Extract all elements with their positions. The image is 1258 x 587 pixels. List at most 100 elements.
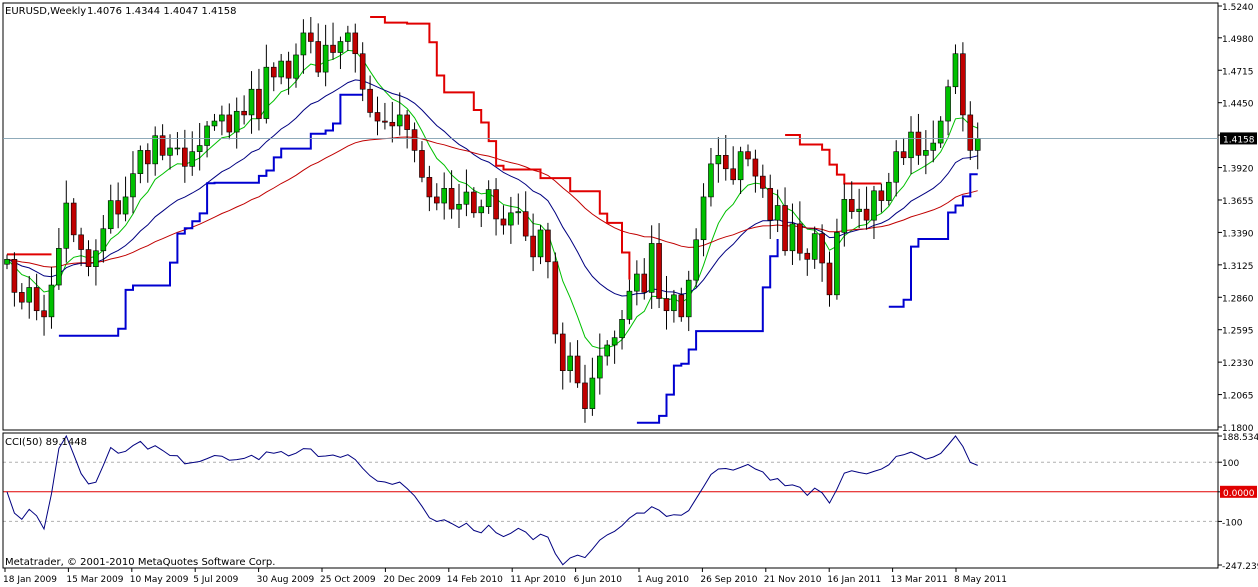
bearish-candle [522,211,529,237]
bearish-candle [115,200,121,215]
bearish-candle [426,177,433,198]
bearish-candle [767,188,774,221]
bullish-candle [100,228,107,252]
price-tick-label: 1.2860 [1222,294,1254,304]
bearish-candle [848,199,855,212]
price-tick-label: 1.5240 [1222,3,1254,13]
bullish-candle [463,191,470,205]
bullish-candle [167,147,173,156]
bullish-candle [189,151,196,167]
bullish-candle [345,32,351,42]
cci-tick-label: 188.5340 [1222,433,1258,443]
price-tick-label: 1.3920 [1222,165,1254,175]
bearish-candle [797,223,803,254]
bearish-candle [41,310,47,318]
bullish-candle [945,86,951,122]
time-tick-label: 21 Nov 2010 [764,575,822,585]
bullish-candle [263,66,270,119]
bearish-candle [552,261,559,335]
bullish-candle [137,150,144,174]
bearish-candle [745,151,751,160]
bearish-candle [285,60,292,79]
bearish-candle [448,188,455,210]
price-tick-label: 1.3390 [1222,229,1254,239]
bearish-candle [367,88,373,113]
bullish-candle [737,151,744,181]
bearish-candle [656,243,662,299]
bearish-candle [900,151,907,159]
ma-slow-line [6,136,978,268]
time-tick-label: 25 Oct 2009 [320,575,376,585]
bullish-candle [508,212,514,226]
bullish-candle [300,32,307,56]
bearish-candle [308,32,314,42]
price-tick-label: 1.3125 [1222,262,1254,272]
time-tick-label: 20 Dec 2009 [383,575,441,585]
cci-tick-label: -247.2395 [1222,562,1258,572]
bullish-candle [634,273,640,292]
bullish-candle [619,319,625,338]
bearish-candle [159,135,166,156]
bullish-candle [974,138,981,151]
bullish-candle [789,223,796,252]
current-price-tag-text: 1.4158 [1223,135,1255,145]
time-tick-label: 26 Sep 2010 [700,575,757,585]
bearish-candle [389,121,396,127]
bullish-candle [456,203,462,210]
bearish-candle [270,66,277,78]
bearish-candle [241,110,247,116]
time-tick-label: 5 Jul 2009 [193,575,238,585]
bearish-candle [70,202,77,236]
bearish-candle [144,150,151,165]
bullish-candle [219,114,225,122]
bullish-candle [396,114,403,127]
bearish-candle [863,208,870,221]
price-tick-label: 1.4980 [1222,35,1254,45]
bullish-candle [478,206,485,214]
bearish-candle [315,41,322,73]
bearish-candle [530,235,536,258]
main-frame [2,2,1219,431]
bullish-candle [26,287,33,303]
bearish-candle [382,120,388,123]
time-tick-label: 14 Feb 2010 [447,575,503,585]
bullish-candle [48,284,55,318]
bearish-candle [471,191,477,214]
bullish-candle [923,150,929,156]
cci-frame [2,432,1219,569]
bullish-candle [485,189,492,208]
bullish-candle [856,208,862,212]
bullish-candle [693,239,699,281]
bearish-candle [559,333,566,372]
cci-line [6,434,978,566]
bearish-candle [500,218,507,226]
copyright-text: Metatrader, © 2001-2010 MetaQuotes Softw… [5,557,275,568]
bullish-candle [248,88,255,116]
current-price-tag [1220,132,1257,145]
bullish-candle [130,173,136,198]
price-tick-label: 1.4715 [1222,67,1254,77]
bullish-candle [626,290,633,320]
time-tick-label: 16 Jan 2011 [827,575,881,585]
bearish-candle [960,53,966,116]
bullish-candle [537,229,544,258]
bullish-candle [589,377,596,409]
bearish-candle [411,129,418,151]
bullish-candle [871,190,877,221]
bullish-candle [834,232,840,296]
bullish-candle [648,243,655,293]
bearish-candle [915,131,922,156]
bearish-candle [641,273,648,293]
ma-mid-line [6,79,978,297]
price-tick-label: 1.2065 [1222,392,1254,402]
time-tick-label: 10 May 2009 [130,575,189,585]
time-tick-label: 30 Aug 2009 [257,575,315,585]
bullish-candle [441,188,447,204]
bearish-candle [374,112,381,122]
time-tick-label: 6 Jun 2010 [574,575,623,585]
bearish-candle [819,233,825,264]
price-tick-label: 1.4450 [1222,100,1254,110]
cci-label: CCI(50) 89.1448 [5,437,87,448]
price-tick-label: 1.1800 [1222,424,1254,434]
